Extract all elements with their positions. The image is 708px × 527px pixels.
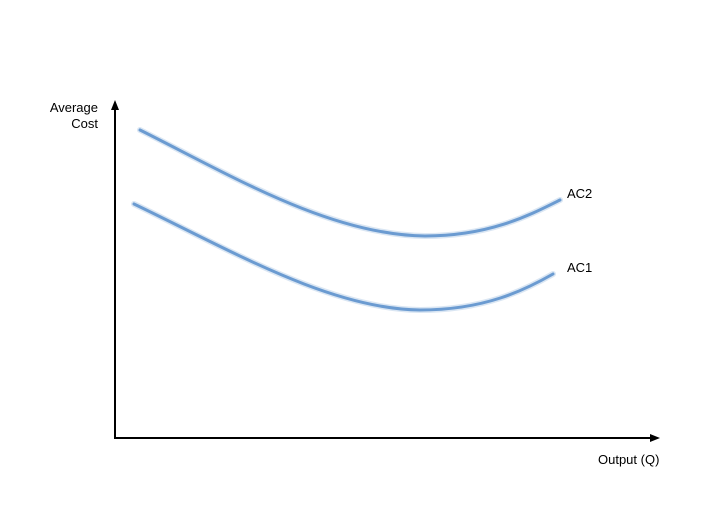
ac1-curve-label: AC1 <box>567 260 593 275</box>
ac2-curve-glow <box>137 127 563 239</box>
y-axis-label-line1: Average <box>49 100 98 115</box>
x-axis-arrowhead <box>650 434 660 442</box>
y-axis-label-line2: Cost <box>71 116 98 131</box>
ac2-curve-label: AC2 <box>567 186 593 201</box>
ac2-curve <box>138 128 562 238</box>
y-axis-label: Average Cost <box>30 100 98 132</box>
y-axis-arrowhead <box>111 100 119 110</box>
ac1-curve <box>132 202 555 312</box>
x-axis-label: Output (Q) <box>598 452 660 467</box>
